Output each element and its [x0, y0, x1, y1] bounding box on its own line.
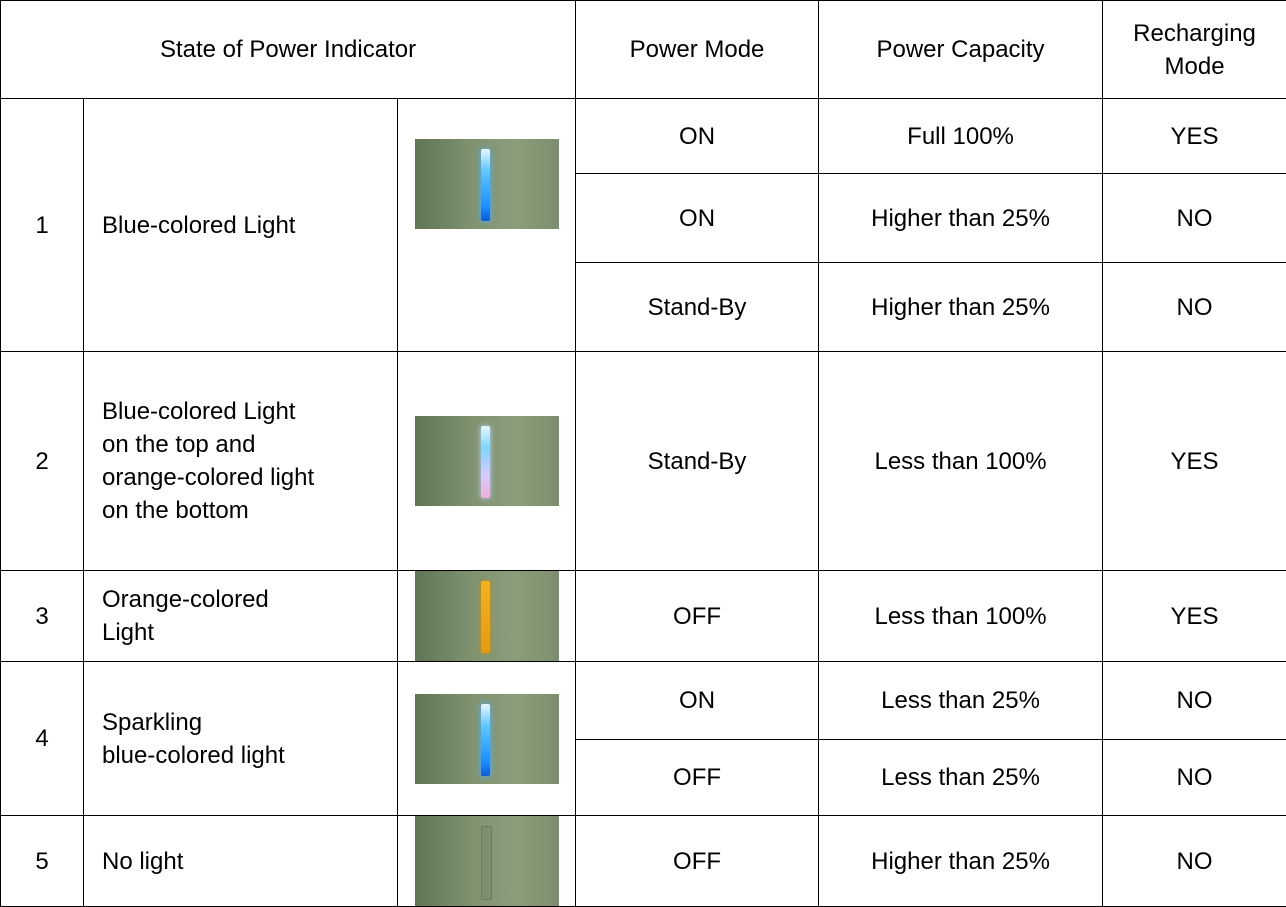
recharging: NO	[1103, 174, 1286, 263]
indicator-image	[415, 816, 559, 906]
description-line: orange-colored light	[102, 464, 314, 491]
indicator-bar	[481, 149, 490, 221]
row: 2 Blue-colored Light on the top and orange-…	[1, 352, 1286, 571]
indicator-image	[415, 139, 559, 229]
power-mode: ON	[576, 174, 819, 263]
table-body: State of Power IndicatorPower ModePower …	[1, 1, 1286, 907]
description: Orange-colored Light	[84, 571, 398, 662]
indicator-bar	[481, 581, 490, 653]
description-line: Orange-colored	[102, 586, 269, 613]
row-number: 3	[1, 571, 84, 662]
recharging: NO	[1103, 662, 1286, 740]
description-line: on the top and	[102, 431, 255, 458]
indicator-cell	[398, 571, 576, 662]
description-line: Sparkling	[102, 709, 202, 736]
header-cell: State of Power Indicator	[1, 1, 576, 99]
power-mode: OFF	[576, 816, 819, 907]
capacity: Higher than 25%	[819, 816, 1103, 907]
capacity: Less than 100%	[819, 571, 1103, 662]
power-mode: OFF	[576, 571, 819, 662]
row-number: 5	[1, 816, 84, 907]
recharging: NO	[1103, 740, 1286, 816]
description-line: blue-colored light	[102, 742, 285, 769]
capacity: Less than 25%	[819, 740, 1103, 816]
power-mode: ON	[576, 99, 819, 174]
recharging: YES	[1103, 352, 1286, 571]
indicator-bar	[481, 826, 492, 900]
header-cell: Power Mode	[576, 1, 819, 99]
description: Blue-colored Light	[84, 99, 398, 352]
indicator-cell	[398, 662, 576, 816]
recharging: YES	[1103, 99, 1286, 174]
indicator-bar	[481, 426, 490, 498]
power-mode: Stand-By	[576, 263, 819, 352]
description-line: Blue-colored Light	[102, 212, 295, 239]
indicator-cell	[398, 816, 576, 907]
description-line: Blue-colored Light	[102, 398, 295, 425]
description-line: Light	[102, 619, 154, 646]
capacity: Less than 100%	[819, 352, 1103, 571]
indicator-image	[415, 694, 559, 784]
capacity: Higher than 25%	[819, 174, 1103, 263]
recharging: NO	[1103, 263, 1286, 352]
description: No light	[84, 816, 398, 907]
power-mode: Stand-By	[576, 352, 819, 571]
row-number: 4	[1, 662, 84, 816]
description-line: No light	[102, 848, 183, 875]
page: State of Power IndicatorPower ModePower …	[0, 0, 1286, 905]
capacity: Full 100%	[819, 99, 1103, 174]
description-line: on the bottom	[102, 497, 249, 524]
capacity: Less than 25%	[819, 662, 1103, 740]
indicator-bar	[481, 704, 490, 776]
power-indicator-table: State of Power IndicatorPower ModePower …	[0, 0, 1286, 907]
row-number: 2	[1, 352, 84, 571]
recharging: YES	[1103, 571, 1286, 662]
capacity: Higher than 25%	[819, 263, 1103, 352]
indicator-image	[415, 416, 559, 506]
indicator-cell	[398, 99, 576, 352]
header-cell: Recharging Mode	[1103, 1, 1286, 99]
recharging: NO	[1103, 816, 1286, 907]
power-mode: ON	[576, 662, 819, 740]
power-mode: OFF	[576, 740, 819, 816]
description: Blue-colored Light on the top and orange-c…	[84, 352, 398, 571]
indicator-image	[415, 571, 559, 661]
row-number: 1	[1, 99, 84, 352]
description: Sparkling blue-colored light	[84, 662, 398, 816]
header-cell: Power Capacity	[819, 1, 1103, 99]
indicator-cell	[398, 352, 576, 571]
